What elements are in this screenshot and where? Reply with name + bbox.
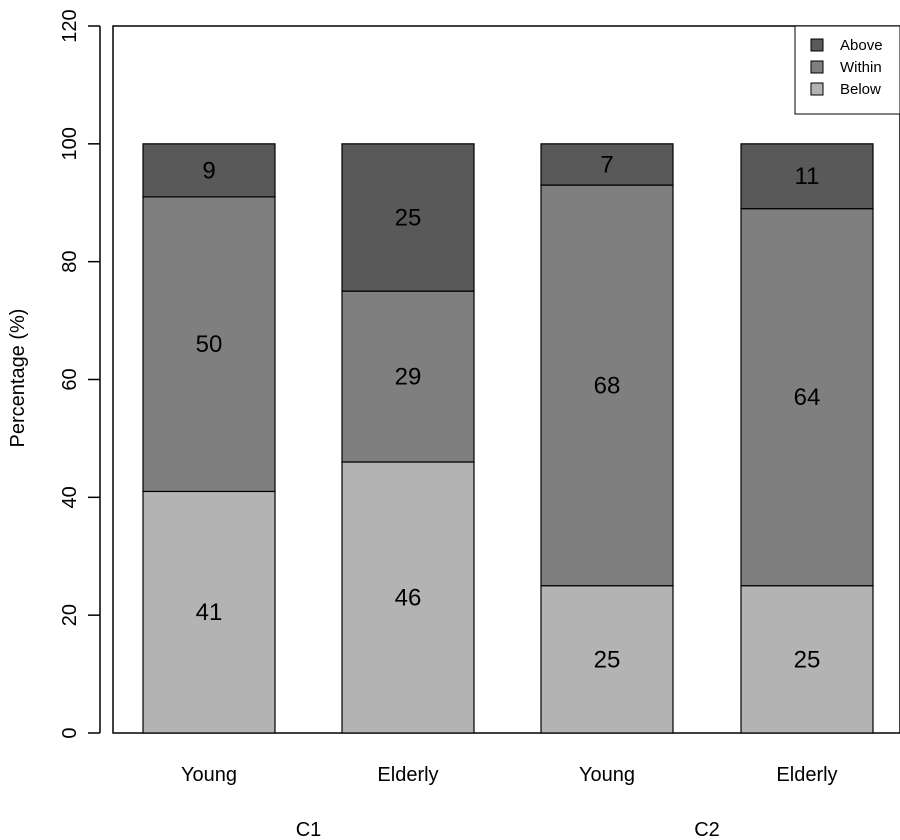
bar-segment-within: [142, 196, 276, 493]
bar-value-label: 25: [594, 646, 621, 673]
bar-value-label: 11: [795, 163, 820, 190]
y-tick-label: 100: [59, 127, 81, 160]
bars: 41 50 9 46 29 25 25 68 7 25 64 11: [142, 143, 874, 734]
bar-value-label: 25: [794, 646, 821, 673]
legend-label: Below: [840, 81, 881, 98]
bar-segment-above: [540, 143, 674, 186]
category-label: Young: [181, 764, 237, 786]
bar-value-label: 46: [395, 584, 422, 611]
y-tick-label: 120: [59, 9, 81, 42]
x-axis-labels: Young Elderly Young Elderly C1 C2: [181, 764, 838, 840]
bar-segment-below: [740, 585, 874, 734]
legend-label: Above: [840, 37, 883, 54]
y-axis-title: Percentage (%): [7, 309, 29, 448]
bar-segment-above: [740, 143, 874, 210]
bar-value-label: 29: [395, 364, 422, 391]
bar-segment-within: [341, 290, 475, 463]
y-tick-label: 80: [59, 251, 81, 273]
bar-value-label: 25: [395, 204, 422, 231]
legend: Above Within Below: [794, 25, 900, 115]
bar-segment-within: [540, 184, 674, 587]
plot-frame: [112, 25, 900, 734]
bar-segment-above: [341, 143, 475, 292]
bar-segment-above: [142, 143, 276, 198]
category-label: Elderly: [776, 764, 837, 786]
bar-segment-below: [142, 490, 276, 734]
bar-value-label: 50: [196, 331, 223, 358]
y-tick-label: 0: [59, 727, 81, 738]
bar-value-label: 68: [594, 372, 621, 399]
y-axis: 0 20 40 60 80 100 120: [59, 9, 101, 739]
legend-label: Within: [840, 59, 882, 76]
y-tick-label: 20: [59, 604, 81, 626]
bar-value-label: 64: [794, 384, 821, 411]
legend-swatch-within: [810, 60, 824, 74]
y-tick-label: 40: [59, 486, 81, 508]
category-label: Elderly: [377, 764, 438, 786]
legend-swatch-above: [810, 38, 824, 52]
bar-segment-within: [740, 208, 874, 587]
category-label: Young: [579, 764, 635, 786]
group-label: C2: [694, 819, 720, 840]
bar-segment-below: [341, 461, 475, 734]
legend-swatch-below: [810, 82, 824, 96]
bar-value-label: 9: [202, 157, 215, 184]
group-label: C1: [296, 819, 322, 840]
y-tick-label: 60: [59, 368, 81, 390]
bar-value-label: 7: [600, 151, 613, 178]
bar-value-label: 41: [196, 599, 223, 626]
